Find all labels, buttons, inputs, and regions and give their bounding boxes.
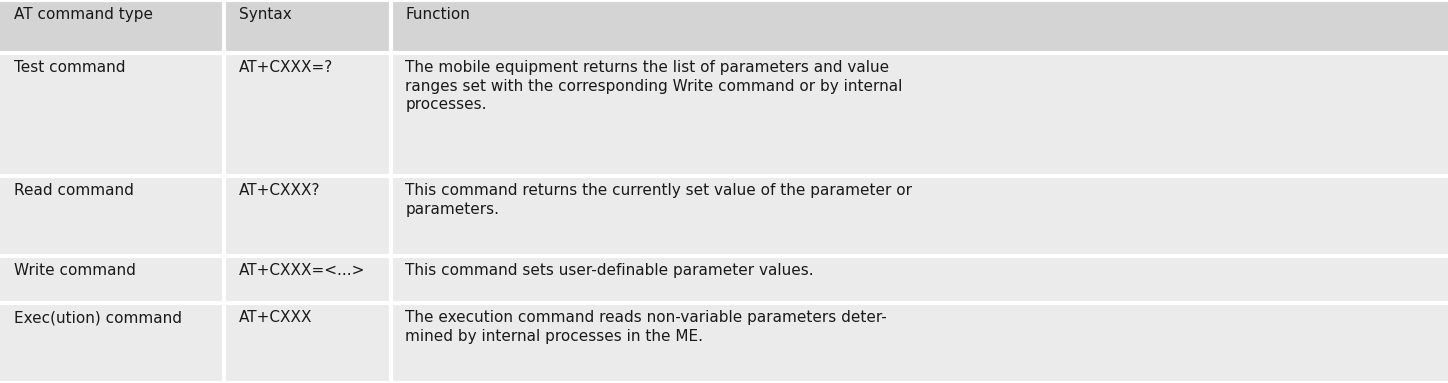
Bar xyxy=(0,0,224,53)
Text: The mobile equipment returns the list of parameters and value
ranges set with th: The mobile equipment returns the list of… xyxy=(405,60,902,112)
Bar xyxy=(224,176,391,256)
Text: AT+CXXX: AT+CXXX xyxy=(239,310,313,325)
Bar xyxy=(0,176,224,256)
Text: This command sets user-definable parameter values.: This command sets user-definable paramet… xyxy=(405,263,814,278)
Text: Read command: Read command xyxy=(14,183,135,198)
Text: This command returns the currently set value of the parameter or
parameters.: This command returns the currently set v… xyxy=(405,183,912,217)
Bar xyxy=(391,176,1448,256)
Bar xyxy=(0,303,224,383)
Bar xyxy=(391,53,1448,176)
Text: AT+CXXX=<...>: AT+CXXX=<...> xyxy=(239,263,365,278)
Bar xyxy=(0,256,224,303)
Bar xyxy=(224,53,391,176)
Text: Write command: Write command xyxy=(14,263,136,278)
Bar xyxy=(224,303,391,383)
Text: Function: Function xyxy=(405,7,471,22)
Text: The execution command reads non-variable parameters deter-
mined by internal pro: The execution command reads non-variable… xyxy=(405,310,888,344)
Bar xyxy=(391,256,1448,303)
Text: AT+CXXX=?: AT+CXXX=? xyxy=(239,60,333,75)
Text: Test command: Test command xyxy=(14,60,126,75)
Text: AT+CXXX?: AT+CXXX? xyxy=(239,183,320,198)
Text: AT command type: AT command type xyxy=(14,7,153,22)
Text: Syntax: Syntax xyxy=(239,7,291,22)
Bar xyxy=(224,0,391,53)
Bar xyxy=(224,256,391,303)
Bar xyxy=(0,53,224,176)
Text: Exec(ution) command: Exec(ution) command xyxy=(14,310,182,325)
Bar xyxy=(391,0,1448,53)
Bar xyxy=(391,303,1448,383)
